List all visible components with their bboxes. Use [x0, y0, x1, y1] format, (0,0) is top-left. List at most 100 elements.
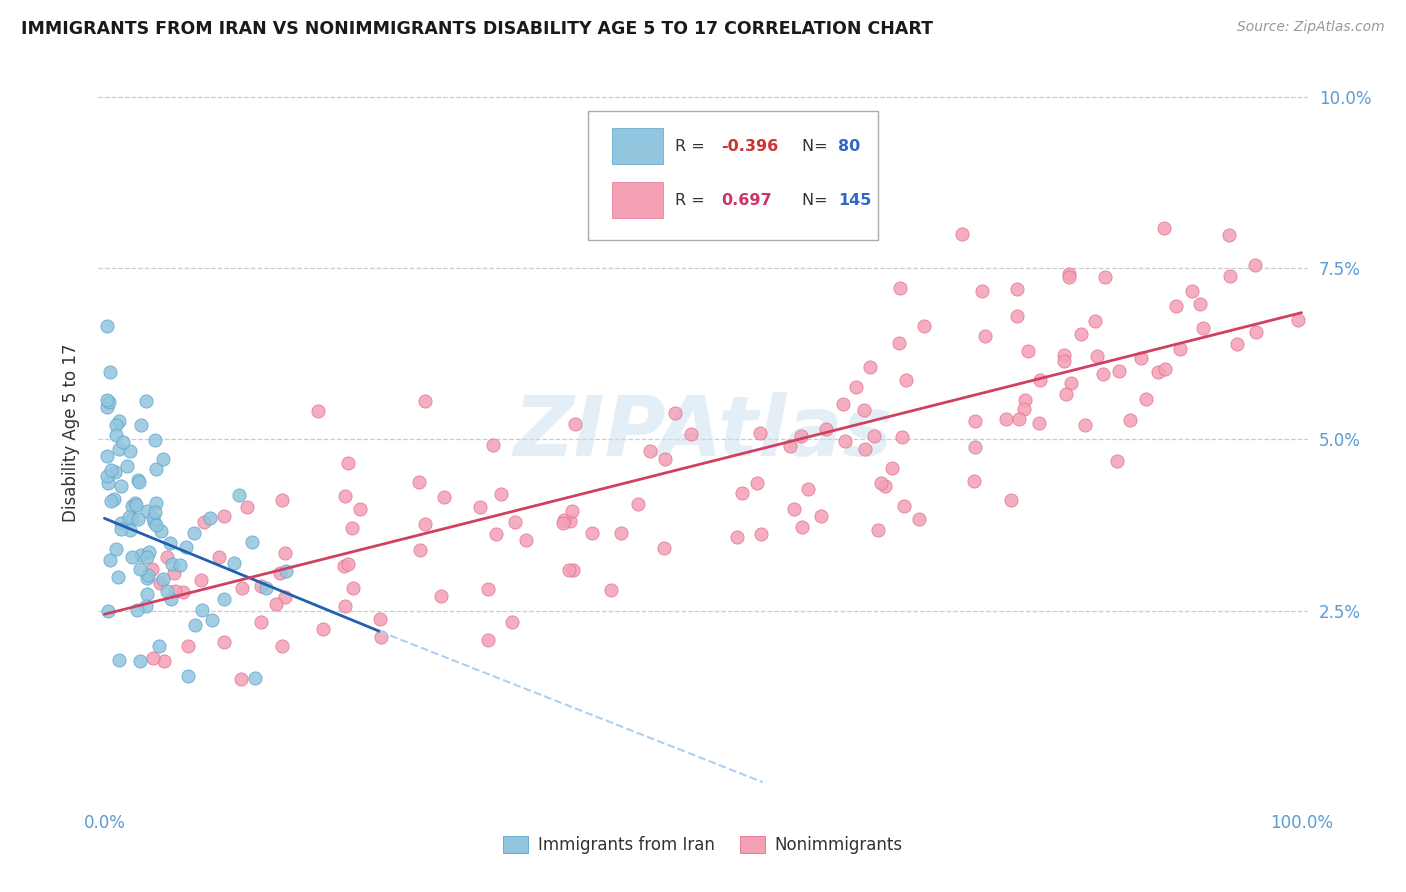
Point — [638, 444, 661, 458]
Point — [1070, 327, 1092, 342]
Point — [679, 426, 702, 441]
Point — [118, 443, 141, 458]
FancyBboxPatch shape — [613, 182, 664, 218]
Point — [96, 468, 118, 483]
Point — [1074, 418, 1097, 433]
Point — [413, 393, 436, 408]
Point — [564, 417, 586, 432]
Point — [747, 475, 769, 490]
Point — [212, 509, 235, 524]
Point — [231, 582, 253, 596]
Point — [107, 570, 129, 584]
Point — [125, 603, 148, 617]
Point — [103, 491, 125, 506]
Point — [183, 618, 205, 632]
Point — [889, 335, 911, 350]
Point — [1057, 270, 1080, 285]
Point — [1053, 348, 1076, 362]
Point — [477, 633, 499, 648]
Point — [111, 435, 134, 450]
Point — [889, 281, 911, 295]
Point — [553, 516, 575, 530]
Point — [160, 557, 183, 571]
Point — [276, 564, 298, 578]
Point — [342, 582, 364, 596]
Point — [1154, 362, 1177, 376]
Point — [177, 669, 200, 683]
Point — [429, 589, 451, 603]
Point — [581, 526, 603, 541]
Point — [138, 545, 160, 559]
Text: IMMIGRANTS FROM IRAN VS NONIMMIGRANTS DISABILITY AGE 5 TO 17 CORRELATION CHART: IMMIGRANTS FROM IRAN VS NONIMMIGRANTS DI… — [21, 20, 934, 37]
Point — [97, 476, 120, 491]
Point — [270, 639, 292, 653]
Point — [243, 671, 266, 685]
Point — [129, 418, 152, 433]
Point — [1153, 221, 1175, 235]
Point — [104, 465, 127, 479]
Y-axis label: Disability Age 5 to 17: Disability Age 5 to 17 — [62, 343, 80, 522]
Point — [1028, 416, 1050, 430]
Point — [98, 395, 121, 409]
Point — [136, 568, 159, 582]
Point — [1085, 349, 1108, 363]
Point — [562, 563, 585, 577]
Text: N=: N= — [803, 138, 832, 153]
Point — [481, 438, 503, 452]
Text: R =: R = — [675, 138, 710, 153]
Point — [409, 543, 432, 558]
Point — [110, 516, 132, 531]
Point — [142, 515, 165, 529]
Text: 80: 80 — [838, 138, 860, 153]
Point — [610, 525, 633, 540]
Point — [148, 640, 170, 654]
Point — [177, 639, 200, 653]
Point — [1164, 299, 1187, 313]
Point — [1168, 342, 1191, 356]
Point — [477, 582, 499, 596]
Point — [336, 457, 359, 471]
Point — [725, 530, 748, 544]
Point — [100, 462, 122, 476]
Point — [115, 458, 138, 473]
Point — [183, 525, 205, 540]
Point — [141, 562, 163, 576]
Point — [1052, 354, 1074, 368]
Point — [120, 523, 142, 537]
Point — [654, 451, 676, 466]
Point — [135, 599, 157, 614]
Point — [118, 509, 141, 524]
Point — [100, 493, 122, 508]
Point — [110, 479, 132, 493]
Point — [193, 516, 215, 530]
Point — [832, 397, 855, 411]
Text: N=: N= — [803, 194, 832, 209]
Point — [1014, 392, 1036, 407]
Point — [433, 490, 456, 504]
Point — [1226, 336, 1249, 351]
Point — [337, 557, 360, 571]
Point — [145, 518, 167, 533]
Point — [1005, 310, 1028, 324]
Point — [853, 442, 876, 456]
Point — [973, 329, 995, 343]
Point — [845, 380, 868, 394]
Point — [342, 521, 364, 535]
Point — [96, 449, 118, 463]
Point — [149, 576, 172, 591]
Point — [1060, 376, 1083, 390]
Point — [505, 515, 527, 529]
Point — [222, 556, 245, 570]
Point — [413, 517, 436, 532]
Point — [1218, 227, 1240, 242]
Point — [333, 489, 356, 503]
Point — [121, 549, 143, 564]
Point — [152, 572, 174, 586]
Point — [105, 418, 128, 433]
Text: 0.697: 0.697 — [721, 194, 772, 209]
Point — [1219, 269, 1241, 284]
Point — [256, 581, 278, 595]
Point — [273, 546, 295, 560]
Point — [156, 584, 179, 599]
Point — [208, 549, 231, 564]
